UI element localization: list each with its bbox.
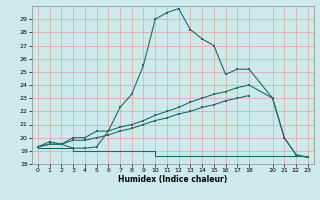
X-axis label: Humidex (Indice chaleur): Humidex (Indice chaleur) [118,175,228,184]
